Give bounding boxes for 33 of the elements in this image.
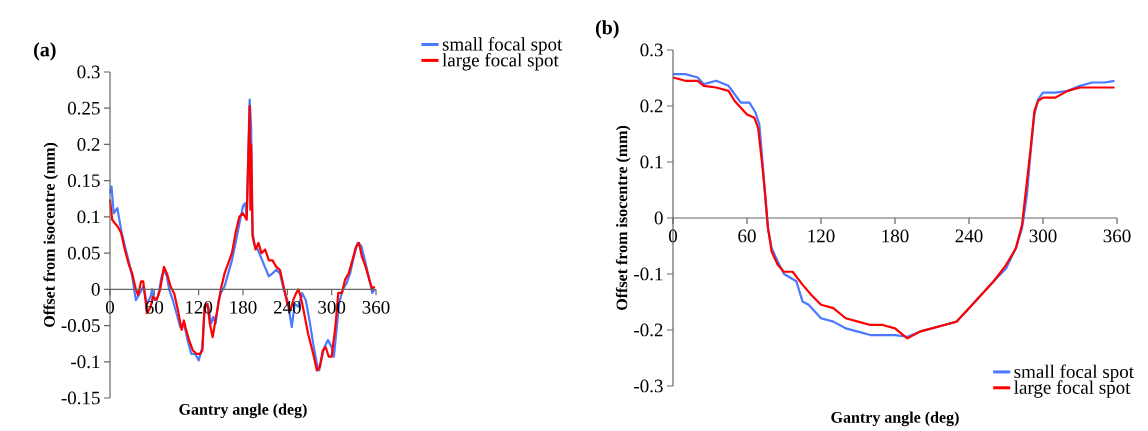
- y-tick-label: 0.2: [640, 99, 663, 113]
- y-tick-label: -0.05: [61, 319, 100, 332]
- y-tick-label: -0.2: [634, 323, 663, 337]
- y-tick-label: -0.1: [71, 355, 100, 369]
- x-axis-title: Gantry angle (deg): [831, 411, 959, 427]
- x-tick-label: 360: [362, 300, 390, 314]
- x-tick-label: 120: [808, 229, 835, 243]
- chart-title: (a): [34, 42, 56, 61]
- y-tick-label: -0.3: [634, 379, 663, 393]
- y-tick-label: 0.1: [77, 210, 100, 224]
- y-tick-label: 0: [91, 282, 100, 296]
- y-tick-label: 0.2: [77, 138, 100, 151]
- y-tick-label: -0.15: [61, 391, 100, 405]
- x-tick-label: 60: [738, 229, 756, 243]
- x-tick-label: 360: [1103, 229, 1131, 243]
- y-tick-label: 0.3: [640, 43, 663, 57]
- y-axis-title: Offset from isocentre (mm): [615, 125, 631, 310]
- y-axis-title: Offset from isocentre (mm): [43, 142, 59, 327]
- x-tick-label: 0: [105, 300, 115, 314]
- y-tick-label: 0.05: [67, 246, 100, 260]
- x-tick-label: 180: [230, 300, 257, 314]
- y-tick-label: 0.1: [640, 155, 663, 169]
- y-tick-label: 0.25: [67, 101, 100, 115]
- y-tick-label: 0: [654, 211, 663, 225]
- chart-title: (b): [595, 20, 619, 39]
- x-tick-label: 240: [955, 229, 983, 243]
- x-tick-label: 0: [668, 229, 678, 243]
- y-tick-label: -0.1: [634, 267, 663, 281]
- x-tick-label: 300: [1029, 229, 1057, 243]
- x-tick-label: 180: [882, 229, 909, 243]
- y-tick-label: 0.15: [67, 174, 100, 188]
- y-tick-label: 0.3: [77, 65, 100, 79]
- x-axis-title: Gantry angle (deg): [179, 403, 307, 419]
